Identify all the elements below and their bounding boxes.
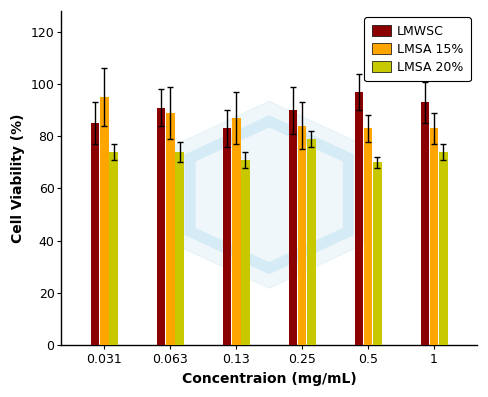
- Bar: [364, 129, 372, 345]
- Legend: LMWSC, LMSA 15%, LMSA 20%: LMWSC, LMSA 15%, LMSA 20%: [364, 17, 470, 81]
- Bar: [298, 126, 306, 345]
- Bar: [241, 160, 250, 345]
- Bar: [373, 162, 382, 345]
- Bar: [175, 152, 184, 345]
- Bar: [430, 129, 438, 345]
- Bar: [421, 102, 429, 345]
- X-axis label: Concentraion (mg/mL): Concentraion (mg/mL): [182, 372, 357, 386]
- Bar: [109, 152, 118, 345]
- Bar: [439, 152, 447, 345]
- Y-axis label: Cell Viability (%): Cell Viability (%): [11, 113, 25, 243]
- Bar: [307, 139, 316, 345]
- Bar: [157, 108, 165, 345]
- Bar: [91, 123, 100, 345]
- Bar: [223, 129, 231, 345]
- Bar: [100, 97, 109, 345]
- Bar: [355, 92, 363, 345]
- Bar: [232, 118, 241, 345]
- Bar: [288, 110, 297, 345]
- Bar: [166, 113, 175, 345]
